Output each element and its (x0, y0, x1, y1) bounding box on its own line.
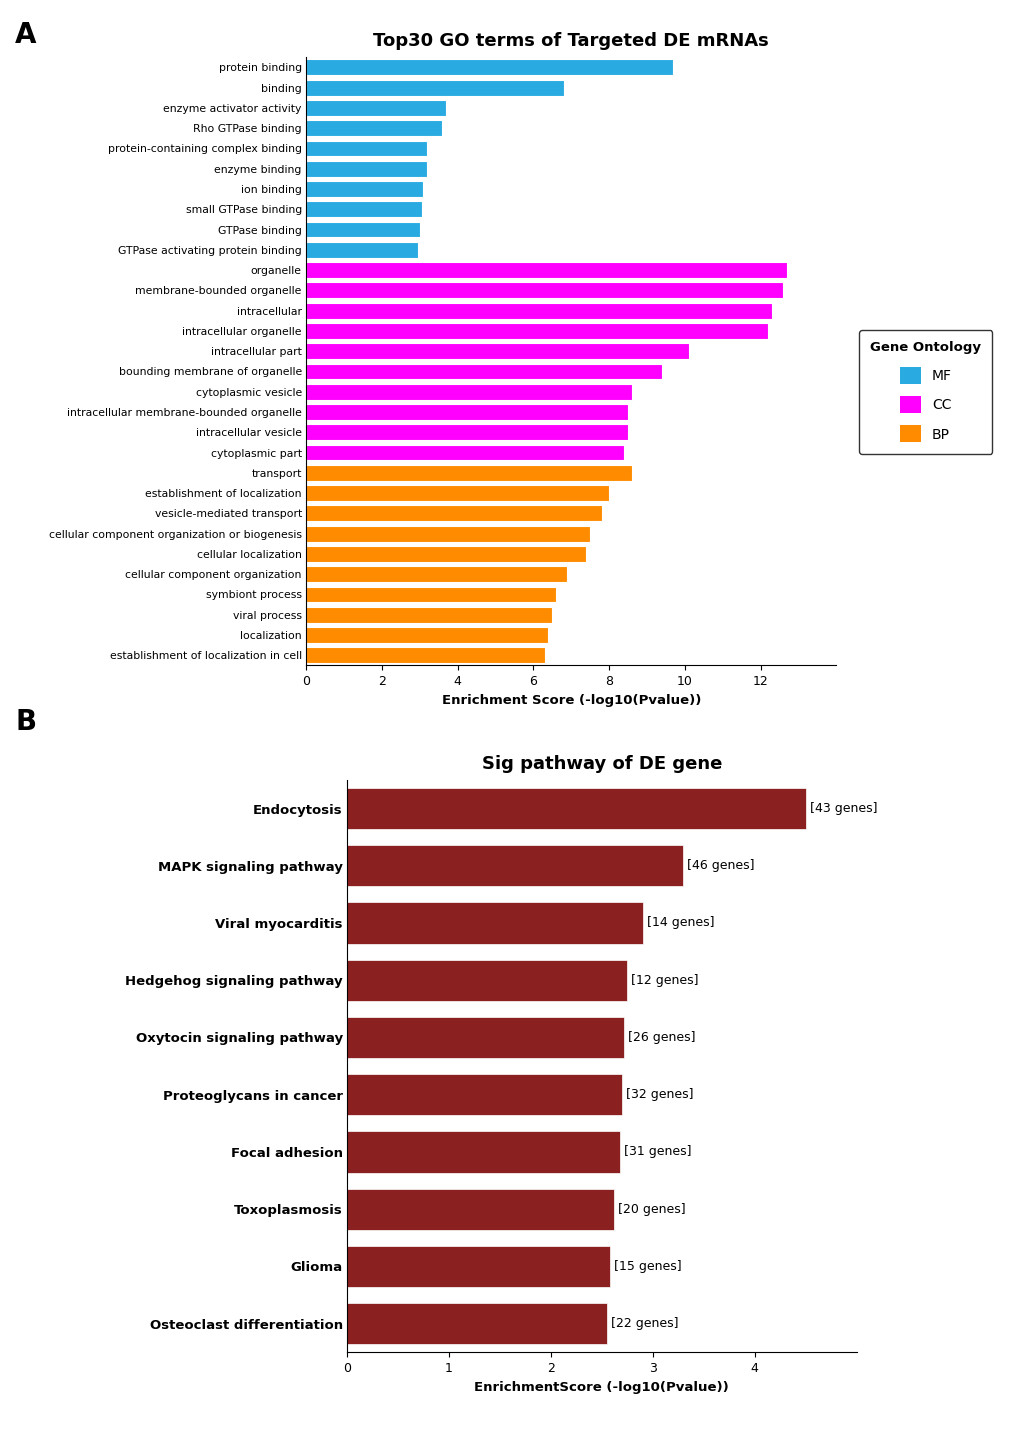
Bar (306, 525, 590, 541)
Bar (306, 647, 544, 663)
Bar (346, 788, 805, 829)
Bar (306, 120, 442, 136)
Bar (306, 60, 673, 76)
Text: [32 genes]: [32 genes] (626, 1088, 693, 1102)
Bar (346, 1075, 622, 1115)
Bar (306, 485, 608, 501)
Bar (306, 587, 555, 602)
Bar (306, 567, 567, 582)
Bar (346, 1189, 613, 1229)
Legend: MF, CC, BP: MF, CC, BP (858, 331, 991, 454)
Bar (346, 1246, 609, 1286)
Text: [46 genes]: [46 genes] (687, 859, 754, 873)
Bar (306, 404, 628, 419)
Bar (346, 1304, 606, 1344)
Bar (306, 160, 427, 176)
Bar (306, 80, 564, 96)
X-axis label: Enrichment Score (-log10(Pvalue)): Enrichment Score (-log10(Pvalue)) (441, 694, 700, 707)
Bar (306, 282, 783, 298)
Text: [14 genes]: [14 genes] (646, 916, 713, 930)
Bar (306, 323, 767, 339)
Bar (306, 303, 771, 319)
Bar (306, 445, 624, 461)
Bar (346, 846, 683, 886)
Text: [22 genes]: [22 genes] (610, 1317, 678, 1331)
Title: Sig pathway of DE gene: Sig pathway of DE gene (481, 754, 721, 773)
Bar (306, 363, 661, 379)
Bar (306, 425, 628, 441)
Text: [26 genes]: [26 genes] (628, 1030, 695, 1045)
Bar (306, 465, 631, 481)
Bar (306, 202, 421, 218)
Bar (306, 505, 601, 521)
Bar (306, 242, 418, 258)
Bar (346, 960, 627, 1000)
Bar (306, 607, 551, 622)
Title: Top30 GO terms of Targeted DE mRNAs: Top30 GO terms of Targeted DE mRNAs (373, 31, 768, 50)
Bar (306, 547, 586, 562)
Text: [12 genes]: [12 genes] (631, 973, 698, 987)
Bar (306, 384, 631, 399)
Bar (306, 140, 427, 156)
Bar (346, 1017, 624, 1058)
Text: [15 genes]: [15 genes] (613, 1259, 681, 1274)
Bar (306, 100, 445, 116)
Text: B: B (15, 708, 37, 737)
Text: [20 genes]: [20 genes] (618, 1202, 685, 1216)
X-axis label: EnrichmentScore (-log10(Pvalue)): EnrichmentScore (-log10(Pvalue)) (474, 1381, 729, 1394)
Bar (306, 222, 419, 238)
Bar (306, 182, 423, 197)
Text: A: A (15, 21, 37, 50)
Bar (346, 1132, 620, 1172)
Bar (306, 343, 688, 359)
Text: [43 genes]: [43 genes] (809, 801, 876, 816)
Text: [31 genes]: [31 genes] (624, 1145, 691, 1159)
Bar (306, 627, 548, 643)
Bar (306, 262, 787, 278)
Bar (346, 903, 642, 943)
